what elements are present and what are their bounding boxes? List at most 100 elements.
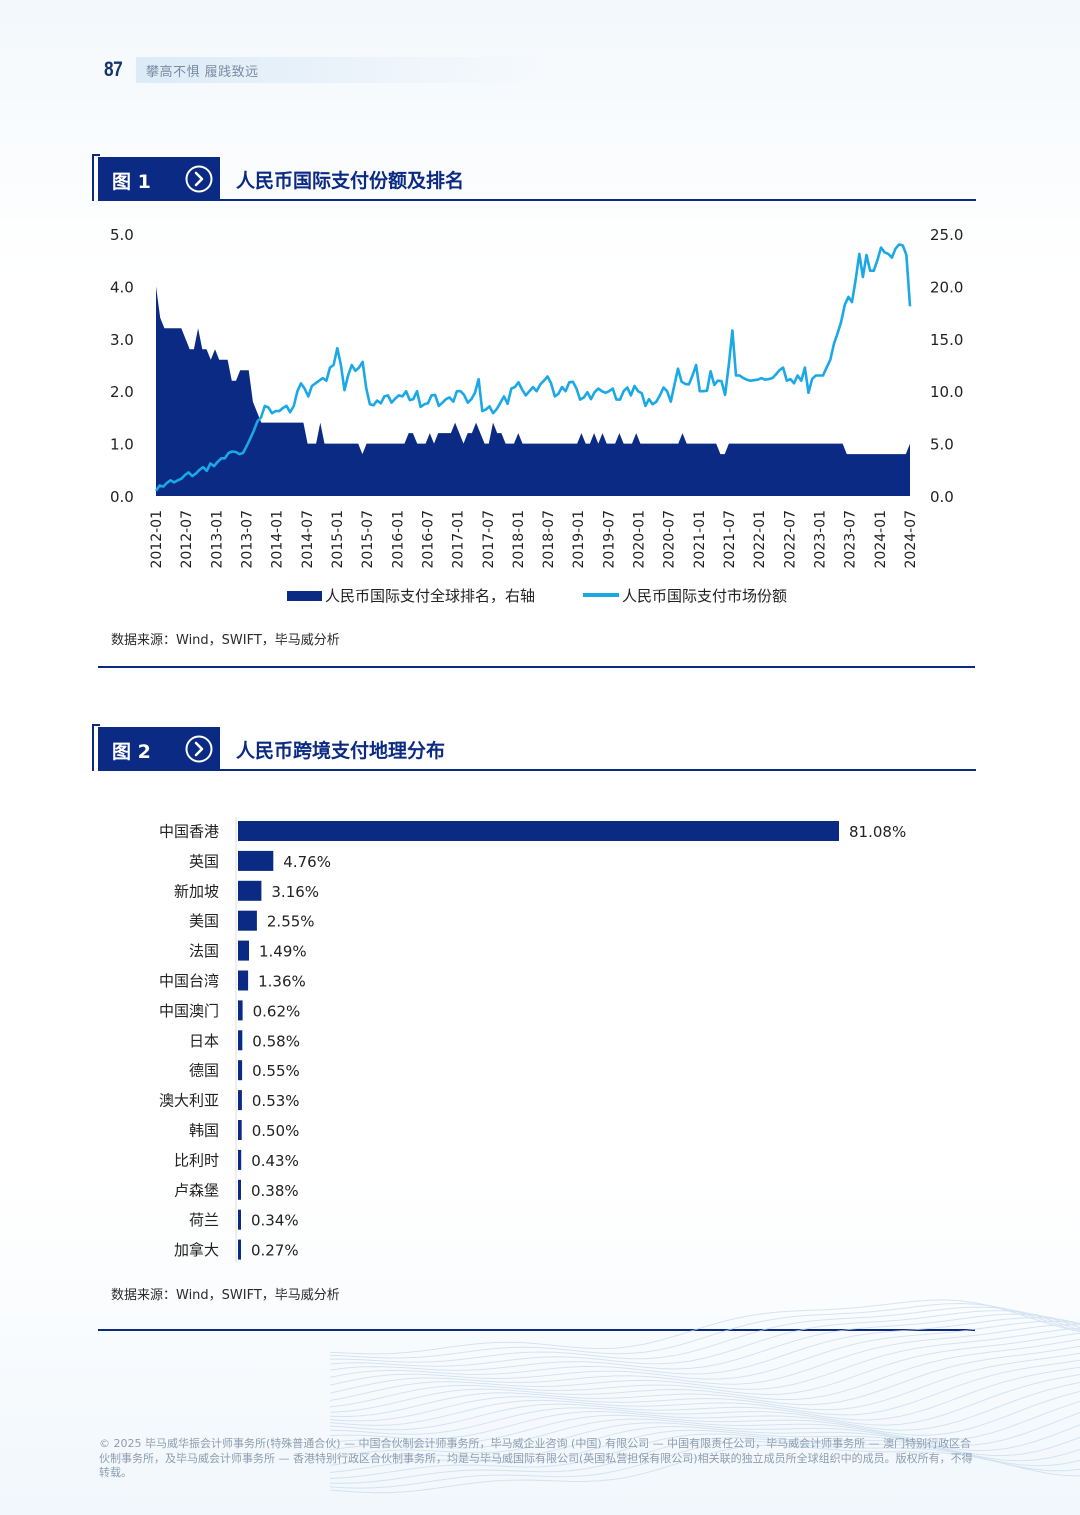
chevron-right-circle-icon [185, 735, 213, 763]
right-axis-tick-label: 0.0 [930, 488, 954, 506]
figure-1-title: 人民币国际支付份额及排名 [236, 170, 465, 192]
legend-label-share: 人民币国际支付市场份额 [622, 587, 787, 605]
wave-mesh-line [330, 1299, 1080, 1355]
bar [238, 1090, 242, 1111]
wave-mesh-line [330, 1374, 1080, 1435]
right-axis-tick-label: 20.0 [930, 278, 963, 296]
wave-mesh-line [330, 1352, 1080, 1422]
bar-value-label: 0.53% [252, 1092, 300, 1110]
figure-1-source: 数据来源：Wind，SWIFT，毕马威分析 [111, 633, 340, 648]
figure-2-label: 图 2 [112, 741, 151, 763]
wave-mesh-line [330, 1317, 1080, 1378]
section-divider [98, 666, 975, 668]
bar-value-label: 0.62% [253, 1002, 301, 1020]
wave-mesh-line [330, 1345, 1080, 1418]
x-axis-tick-label: 2018-01 [511, 510, 527, 569]
x-axis-tick-label: 2019-01 [571, 510, 587, 569]
x-axis-tick-label: 2018-07 [541, 510, 557, 569]
x-axis-tick-label: 2013-01 [209, 510, 225, 569]
footer-copyright: © 2025 毕马威华振会计师事务所(特殊普通合伙) — 中国合伙制会计师事务所… [99, 1437, 973, 1479]
x-axis-tick-label: 2021-07 [722, 510, 738, 569]
wave-mesh-line [330, 1320, 1080, 1386]
legend-swatch-rank [287, 591, 322, 601]
wave-mesh-line [330, 1412, 1080, 1459]
bar [238, 1000, 243, 1021]
header-band [136, 57, 546, 83]
rank-area-series [156, 286, 910, 496]
wave-mesh-line [330, 1390, 1080, 1444]
wave-mesh-line [330, 1324, 1080, 1394]
legend-label-rank: 人民币国际支付全球排名，右轴 [325, 587, 535, 605]
figure-1-heading: 图 1 人民币国际支付份额及排名 [92, 154, 976, 204]
figure-1-tab: 图 1 [98, 157, 220, 201]
x-axis-tick-label: 2012-07 [179, 510, 195, 569]
bar-category-label: 加拿大 [174, 1241, 219, 1259]
bar [238, 821, 839, 841]
x-axis-tick-label: 2022-07 [782, 510, 798, 569]
bar [238, 880, 262, 901]
x-axis-tick-label: 2020-07 [662, 510, 678, 569]
bar-value-label: 0.50% [252, 1122, 300, 1140]
bar [238, 1209, 241, 1230]
bar [238, 970, 249, 991]
x-axis-tick-label: 2015-07 [360, 510, 376, 569]
page-header: 87 攀高不惧 履践致远 [104, 56, 546, 84]
wave-mesh-line [330, 1424, 1080, 1466]
figure-2-tab: 图 2 [98, 727, 220, 771]
wave-mesh-line [330, 1359, 1080, 1426]
bar-category-label: 中国澳门 [159, 1002, 219, 1020]
x-axis-tick-label: 2020-01 [632, 510, 648, 569]
bar-category-label: 中国香港 [159, 823, 219, 841]
bar [238, 1239, 241, 1260]
x-axis-tick-label: 2022-01 [752, 510, 768, 569]
wave-mesh-line [330, 1366, 1080, 1431]
bar-category-label: 卢森堡 [174, 1181, 219, 1199]
left-axis-tick-label: 4.0 [110, 278, 134, 296]
header-subtitle: 攀高不惧 履践致远 [146, 64, 259, 80]
bar-category-label: 美国 [189, 912, 219, 930]
bar [238, 910, 257, 931]
x-axis-tick-label: 2021-01 [692, 510, 708, 569]
share-line-series [154, 243, 912, 492]
wave-mesh-line [330, 1302, 1080, 1359]
x-axis-tick-label: 2012-01 [149, 510, 165, 569]
x-axis-tick-label: 2017-07 [481, 510, 497, 569]
bar-value-label: 81.08% [849, 823, 906, 841]
x-axis-tick-label: 2015-01 [330, 510, 346, 569]
right-axis-tick-label: 15.0 [930, 331, 963, 349]
figure-1-rule [98, 199, 976, 201]
chart-legend: 人民币国际支付全球排名，右轴 人民币国际支付市场份额 [287, 587, 787, 605]
wave-mesh-line [330, 1433, 1080, 1479]
chart-series [154, 243, 912, 496]
bar-value-label: 0.34% [251, 1212, 299, 1230]
wave-mesh-line [330, 1429, 1080, 1473]
x-axis-tick-label: 2014-07 [300, 510, 316, 569]
wave-mesh-decoration [330, 1299, 1080, 1494]
wave-mesh-line [330, 1313, 1080, 1371]
x-axis-tick-label: 2024-01 [873, 510, 889, 569]
bar-value-label: 4.76% [283, 853, 331, 871]
left-axis-tick-label: 0.0 [110, 488, 134, 506]
wave-mesh-line [330, 1444, 1080, 1494]
figure-2-source: 数据来源：Wind，SWIFT，毕马威分析 [111, 1288, 340, 1303]
bar-value-label: 2.55% [267, 913, 315, 931]
figure-2-rule [98, 769, 976, 771]
wave-mesh-line [330, 1332, 1080, 1408]
right-axis-tick-label: 5.0 [930, 436, 954, 454]
chevron-right-circle-icon [185, 165, 213, 193]
figure-tab-frame [92, 724, 100, 771]
bar [238, 1120, 242, 1140]
x-axis-tick-label: 2016-07 [420, 510, 436, 569]
figure-2-heading: 图 2 人民币跨境支付地理分布 [92, 724, 976, 774]
bar-category-label: 新加坡 [174, 882, 219, 900]
left-axis-tick-label: 3.0 [110, 331, 134, 349]
figure-tab-frame [92, 154, 100, 201]
figure-2-title: 人民币跨境支付地理分布 [236, 740, 446, 762]
right-axis: 0.0 5.0 10.0 15.0 20.0 25.0 [930, 226, 963, 506]
wave-mesh-line [330, 1338, 1080, 1413]
page-number: 87 [104, 58, 123, 81]
right-axis-tick-label: 25.0 [930, 226, 963, 244]
bar [238, 1149, 242, 1170]
bar-category-label: 比利时 [174, 1151, 219, 1169]
legend-swatch-share [583, 593, 619, 597]
